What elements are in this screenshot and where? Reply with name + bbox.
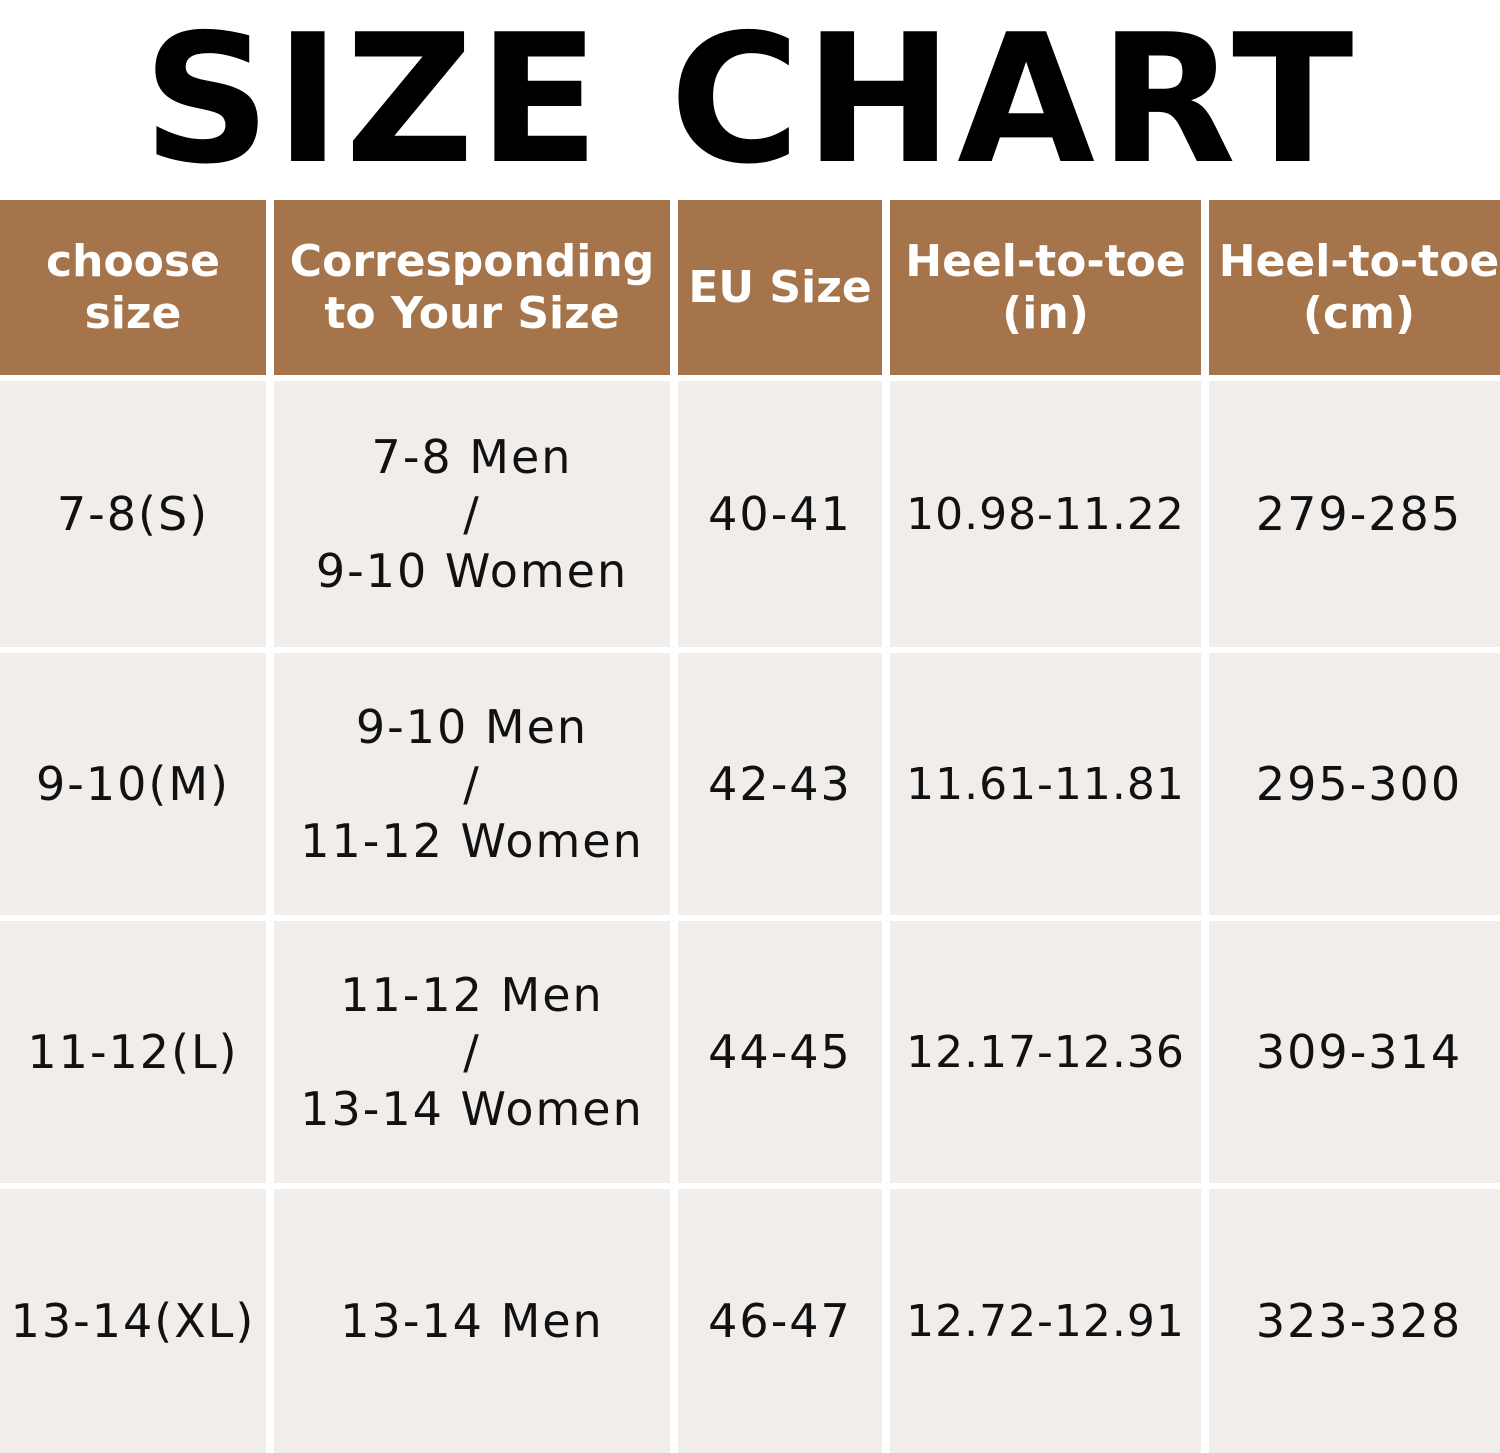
page-title: SIZE CHART [142,0,1358,203]
row-4-eu-size: 46-47 [678,1189,882,1453]
row-1-heel-to-toe-in: 10.98-11.22 [890,381,1201,647]
row-3-eu-size: 44-45 [678,921,882,1183]
row-4-heel-to-toe-in: 12.72-12.91 [890,1189,1201,1453]
row-4-corresponding-size: 13-14 Men [274,1189,670,1453]
header-heel-to-toe-in: Heel-to-toe (in) [890,200,1201,375]
row-3-heel-to-toe-in: 12.17-12.36 [890,921,1201,1183]
row-1-eu-size: 40-41 [678,381,882,647]
header-heel-to-toe-cm: Heel-to-toe (cm) [1209,200,1500,375]
row-1-heel-to-toe-cm: 279-285 [1209,381,1500,647]
header-choose-size: choose size [0,200,266,375]
row-3-choose-size: 11-12(L) [0,921,266,1183]
row-2-heel-to-toe-cm: 295-300 [1209,653,1500,915]
row-1-choose-size: 7-8(S) [0,381,266,647]
row-4-heel-to-toe-cm: 323-328 [1209,1189,1500,1453]
size-chart-table: choose size Corresponding to Your Size E… [0,200,1500,1453]
row-3-heel-to-toe-cm: 309-314 [1209,921,1500,1183]
row-3-corresponding-size: 11-12 Men / 13-14 Women [274,921,670,1183]
header-eu-size: EU Size [678,200,882,375]
row-2-heel-to-toe-in: 11.61-11.81 [890,653,1201,915]
row-2-choose-size: 9-10(M) [0,653,266,915]
header-corresponding-size: Corresponding to Your Size [274,200,670,375]
row-2-corresponding-size: 9-10 Men / 11-12 Women [274,653,670,915]
row-4-choose-size: 13-14(XL) [0,1189,266,1453]
row-2-eu-size: 42-43 [678,653,882,915]
row-1-corresponding-size: 7-8 Men / 9-10 Women [274,381,670,647]
